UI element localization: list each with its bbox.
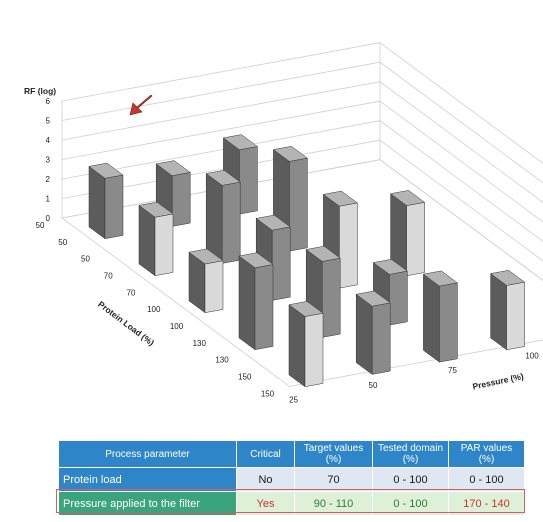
y-tick-label: 75	[448, 366, 457, 375]
table-header-row: Process parameter Critical Target values…	[58, 440, 525, 468]
bar-top	[88, 162, 124, 179]
bar-front	[439, 282, 458, 363]
bar-top	[138, 201, 174, 218]
table-row: Pressure applied to the filter Yes 90 - …	[58, 491, 525, 516]
red-arrow-icon	[129, 94, 153, 116]
z-tick-label: 2	[46, 175, 51, 184]
bar-top	[238, 252, 274, 269]
bar-front	[304, 312, 324, 388]
bar-front	[204, 260, 224, 314]
x-tick-label: 70	[127, 288, 136, 297]
bar-front	[321, 257, 341, 338]
bar-top	[205, 170, 241, 186]
bar-side	[288, 304, 306, 388]
bar-top	[255, 214, 291, 231]
process-parameter-table: Process parameter Critical Target values…	[58, 440, 525, 516]
bar-side	[88, 165, 106, 240]
x-tick-label: 130	[193, 339, 207, 348]
bar-front	[406, 202, 425, 277]
bar-front	[171, 172, 191, 227]
row-par: 0 - 100	[448, 467, 525, 492]
chart-3d-bar: 0 1 2 3 4 5 6 RF (log) 50 50 50 70 70 100 100 130 130 150…	[24, 42, 543, 404]
annotation-arrow-icon	[129, 94, 153, 116]
bar-top	[389, 190, 426, 206]
row-name: Pressure applied to the filter	[58, 491, 237, 516]
row-tested: 0 - 100	[372, 467, 449, 492]
x-tick-label: 100	[170, 322, 184, 331]
row-critical: Yes	[236, 491, 295, 516]
bar-front	[239, 146, 258, 215]
x-tick-label: 70	[104, 272, 113, 281]
y-axis-title: Pressure (%)	[472, 371, 525, 392]
bar-top	[272, 146, 309, 162]
x-tick-label: 130	[215, 356, 229, 365]
x-tick-label: 150	[238, 373, 252, 382]
bar-top	[489, 270, 526, 286]
y-tick-label: 25	[289, 395, 298, 404]
row-tested: 0 - 100	[372, 491, 449, 516]
row-critical: No	[236, 467, 295, 492]
chart-canvas: 0 1 2 3 4 5 6RF (log) 50 50 50 70 70 100 100 130 130 150…	[24, 42, 543, 404]
bar-side	[238, 255, 256, 351]
bar-top	[188, 248, 224, 265]
bar-side	[138, 204, 156, 277]
x-tick-label: 50	[81, 255, 90, 264]
y-tick-label: 50	[369, 381, 378, 390]
bar-top	[355, 290, 391, 307]
bar-top	[305, 245, 341, 262]
z-tick-label: 0	[46, 214, 51, 223]
row-name: Protein load	[58, 467, 237, 492]
z-tick-label: 5	[46, 117, 51, 126]
bar-front	[271, 226, 291, 301]
x-tick-label: 100	[147, 305, 161, 314]
row-target: 90 - 110	[294, 491, 373, 516]
x-tick-label: 150	[261, 389, 275, 398]
x-tick-label: 50	[36, 221, 45, 230]
z-tick-label: 6	[46, 97, 51, 106]
bar-top	[372, 259, 409, 275]
bar-side	[423, 273, 440, 363]
header-par-values: PAR values (%)	[448, 440, 525, 468]
bar-top	[222, 134, 259, 151]
bar-side	[490, 273, 507, 351]
bar-front	[221, 181, 241, 264]
bar-side	[355, 293, 373, 375]
header-target-values: Target values (%)	[294, 440, 373, 468]
bar-front	[339, 202, 358, 289]
bar-front	[506, 281, 525, 351]
table-row: Protein load No 70 0 - 100 0 - 100	[58, 467, 525, 492]
y-tick-label: 100	[525, 352, 539, 361]
bar-front	[154, 213, 174, 277]
x-tick-label: 50	[58, 238, 67, 247]
chart-bars	[88, 134, 526, 388]
bar-top	[422, 270, 459, 287]
z-axis-title: RF (log)	[24, 86, 56, 96]
bar-top	[155, 160, 191, 176]
z-tick-label: 3	[46, 156, 51, 165]
z-tick-label: 1	[46, 195, 51, 204]
bar-top	[322, 190, 359, 207]
bar-front	[289, 157, 308, 252]
bar-front	[389, 270, 408, 326]
header-critical: Critical	[236, 440, 295, 468]
bar-front	[254, 264, 274, 351]
header-process-parameter: Process parameter	[58, 440, 237, 468]
bar-front	[371, 302, 391, 375]
row-target: 70	[294, 467, 373, 492]
bar-top	[288, 301, 324, 317]
header-tested-domain: Tested domain (%)	[372, 440, 449, 468]
z-tick-label: 4	[46, 136, 51, 145]
bar-front	[104, 174, 124, 239]
row-par: 170 - 140	[448, 491, 525, 516]
